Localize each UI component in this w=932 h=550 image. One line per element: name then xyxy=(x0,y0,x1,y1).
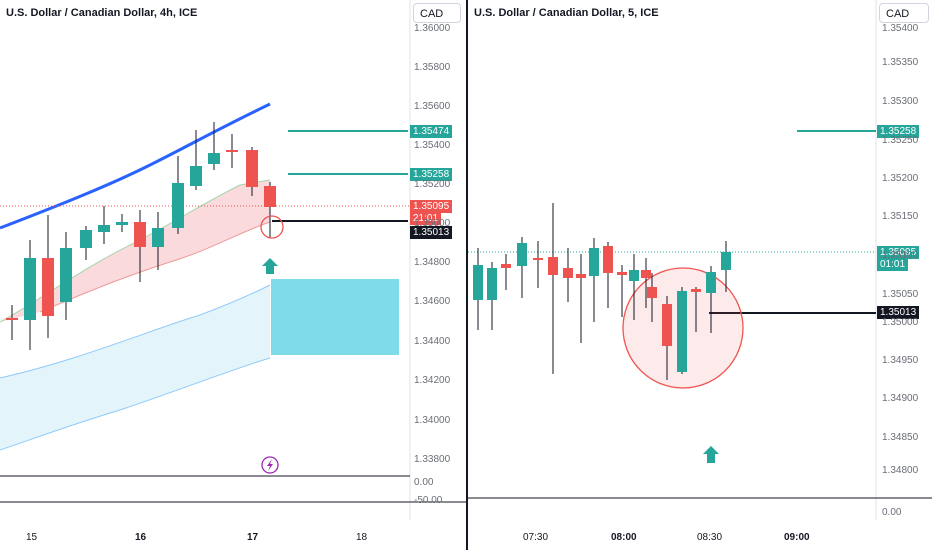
right-time-tick: 08:00 xyxy=(611,532,637,543)
right-candle-body-13 xyxy=(647,287,657,298)
right-current-price-tag: 1.35095 xyxy=(877,246,920,259)
left-upper-level-tag: 1.35474 xyxy=(410,125,453,138)
left-up-arrow-icon xyxy=(262,258,278,274)
left-time-tick: 18 xyxy=(356,532,368,543)
left-price-tick: 1.35400 xyxy=(414,140,451,151)
left-marked-level-tag: 1.35013 xyxy=(410,226,453,239)
right-marked-level-tag: 1.35013 xyxy=(877,306,920,319)
left-candle-body-2 xyxy=(42,258,54,316)
left-indicator-tick: 0.00 xyxy=(414,477,434,488)
right-middle-level-tag: 1.35258 xyxy=(877,125,920,138)
right-candle-body-11 xyxy=(629,270,639,281)
pane-divider[interactable] xyxy=(466,0,468,550)
right-price-tick: 1.35200 xyxy=(882,173,919,184)
left-time-tick: 16 xyxy=(135,532,147,543)
left-time-tick: 17 xyxy=(247,532,259,543)
right-candle-body-5 xyxy=(548,257,558,275)
left-currency-button[interactable]: CAD xyxy=(413,3,461,23)
left-price-tick: 1.34400 xyxy=(414,336,451,347)
right-price-tick: 1.34800 xyxy=(882,465,919,476)
left-candle-body-10 xyxy=(190,166,202,186)
pink-cloud-fill xyxy=(0,180,270,322)
right-candle-body-7 xyxy=(576,274,586,278)
right-candle-body-16 xyxy=(691,289,701,292)
right-price-tick: 1.35000 xyxy=(882,317,919,328)
right-candle-body-17 xyxy=(706,272,716,293)
left-pane-title: U.S. Dollar / Canadian Dollar, 4h, ICE xyxy=(6,7,198,19)
left-candle-body-4 xyxy=(80,230,92,248)
lower-band-upper-line xyxy=(0,284,271,379)
cloud-lower-line xyxy=(39,221,271,313)
right-time-tick: 08:30 xyxy=(697,532,723,543)
right-price-tick: 1.35150 xyxy=(882,211,919,222)
left-candle-body-5 xyxy=(98,225,110,232)
left-candle-body-1 xyxy=(24,258,36,320)
left-current-price-tag: 1.35095 xyxy=(410,200,453,213)
right-price-tick: 1.35250 xyxy=(882,135,919,146)
left-candle-body-12 xyxy=(226,150,238,152)
right-candle-body-4 xyxy=(533,258,543,260)
right-up-arrow-icon xyxy=(703,446,719,463)
left-price-tick: 1.33800 xyxy=(414,454,451,465)
left-price-tick: 1.34000 xyxy=(414,415,451,426)
demand-zone-rect xyxy=(271,279,399,355)
right-price-tick: 1.34950 xyxy=(882,355,919,366)
right-pane-title: U.S. Dollar / Canadian Dollar, 5, ICE xyxy=(474,7,659,19)
right-candle-body-10 xyxy=(617,272,627,275)
left-candle-body-9 xyxy=(172,183,184,228)
right-candle-body-14 xyxy=(662,304,672,346)
left-price-tick: 1.34800 xyxy=(414,257,451,268)
lower-band-fill xyxy=(0,285,270,450)
left-price-tick: 1.34600 xyxy=(414,296,451,307)
right-price-tick: 1.35050 xyxy=(882,289,919,300)
left-candle-body-11 xyxy=(208,153,220,164)
left-candle-body-7 xyxy=(134,222,146,247)
right-candle-body-18 xyxy=(721,252,731,270)
right-candle-body-15 xyxy=(677,291,687,372)
right-candle-body-1 xyxy=(487,268,497,300)
right-candle-body-6 xyxy=(563,268,573,278)
right-price-tick: 1.35300 xyxy=(882,96,919,107)
right-indicator-tick: 0.00 xyxy=(882,507,902,518)
right-candle-body-9 xyxy=(603,246,613,273)
left-price-tick: 1.34200 xyxy=(414,375,451,386)
left-price-tick: 1.35200 xyxy=(414,179,451,190)
left-candle-body-8 xyxy=(152,228,164,247)
right-time-tick: 07:30 xyxy=(523,532,549,543)
left-indicator-tick: -50.00 xyxy=(414,495,443,503)
right-chart-canvas[interactable] xyxy=(468,0,932,550)
right-price-tick: 1.35100 xyxy=(882,250,919,261)
right-candle-body-8 xyxy=(589,248,599,276)
left-time-tick: 15 xyxy=(26,532,38,543)
left-candle-body-0 xyxy=(6,318,18,320)
lower-band-lower-line xyxy=(0,357,271,451)
cloud-upper-line xyxy=(0,179,271,323)
left-price-tick: 1.35000 xyxy=(414,218,451,229)
lightning-bolt-glyph xyxy=(267,459,273,471)
right-candle-body-0 xyxy=(473,265,483,300)
left-middle-level-tag: 1.35258 xyxy=(410,168,453,181)
right-time-tick: 09:00 xyxy=(784,532,810,543)
blue-moving-average xyxy=(0,102,271,230)
left-candle-body-13 xyxy=(246,150,258,187)
right-candle-body-2 xyxy=(501,264,511,268)
left-countdown-tag: 21:01 xyxy=(410,212,442,225)
left-price-tick: 1.36000 xyxy=(414,23,451,34)
left-chart-canvas[interactable] xyxy=(0,0,466,550)
left-candle-body-14 xyxy=(264,186,276,207)
right-price-tick: 1.34900 xyxy=(882,393,919,404)
right-candle-body-3 xyxy=(517,243,527,266)
left-highlight-circle xyxy=(260,215,284,239)
left-price-tick: 1.35800 xyxy=(414,62,451,73)
right-candle-body-12 xyxy=(641,270,651,278)
right-currency-button[interactable]: CAD xyxy=(879,3,929,23)
right-price-tick: 1.34850 xyxy=(882,432,919,443)
right-price-tick: 1.35400 xyxy=(882,23,919,34)
left-price-tick: 1.35600 xyxy=(414,101,451,112)
right-countdown-tag: 01:01 xyxy=(877,258,909,271)
left-candle-body-3 xyxy=(60,248,72,302)
left-candle-body-6 xyxy=(116,222,128,225)
right-price-tick: 1.35350 xyxy=(882,57,919,68)
